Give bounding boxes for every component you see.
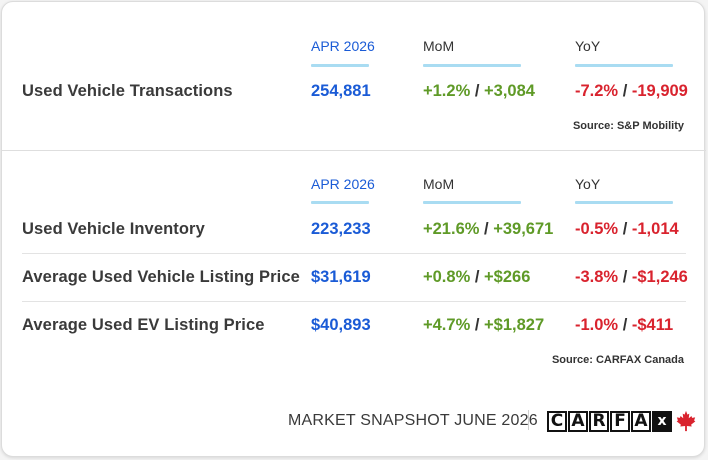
header-underline bbox=[311, 64, 369, 67]
row-mom: +0.8% / +$266 bbox=[423, 268, 530, 287]
mom-pct: +0.8% bbox=[423, 268, 471, 286]
yoy-pct: -0.5% bbox=[575, 220, 619, 238]
section-divider bbox=[2, 150, 706, 151]
header-mom: MoM bbox=[423, 176, 455, 192]
row-label-inventory: Used Vehicle Inventory bbox=[22, 220, 205, 238]
market-snapshot-title: MARKET SNAPSHOT JUNE 2026 bbox=[288, 412, 538, 429]
row-label-avg-listing-price: Average Used Vehicle Listing Price bbox=[22, 268, 300, 286]
yoy-abs: -$1,246 bbox=[631, 268, 688, 286]
header-period: APR 2026 bbox=[311, 38, 375, 54]
mom-abs: +39,671 bbox=[493, 220, 554, 238]
header-underline bbox=[423, 64, 521, 67]
row-value: $31,619 bbox=[311, 268, 371, 286]
yoy-pct: -3.8% bbox=[575, 268, 619, 286]
logo-letter: C bbox=[547, 410, 567, 432]
mom-pct: +1.2% bbox=[423, 82, 471, 100]
header-yoy: YoY bbox=[575, 38, 601, 54]
header-mom: MoM bbox=[423, 38, 455, 54]
row-yoy: -7.2% / -19,909 bbox=[575, 82, 688, 101]
separator: / bbox=[622, 220, 628, 238]
mom-abs: +$1,827 bbox=[484, 316, 545, 334]
footer-separator bbox=[528, 410, 529, 430]
row-yoy: -1.0% / -$411 bbox=[575, 316, 673, 335]
row-value: $40,893 bbox=[311, 316, 371, 334]
row-yoy: -3.8% / -$1,246 bbox=[575, 268, 688, 287]
logo-letter: A bbox=[631, 410, 651, 432]
row-mom: +4.7% / +$1,827 bbox=[423, 316, 544, 335]
row-label-avg-ev-listing-price: Average Used EV Listing Price bbox=[22, 316, 265, 334]
yoy-abs: -19,909 bbox=[631, 82, 688, 100]
header-yoy: YoY bbox=[575, 176, 601, 192]
row-value: 223,233 bbox=[311, 220, 371, 238]
source-sp-mobility: Source: S&P Mobility bbox=[572, 120, 684, 132]
header-underline bbox=[311, 201, 369, 204]
logo-letter: F bbox=[610, 410, 630, 432]
row-value: 254,881 bbox=[311, 82, 371, 100]
yoy-pct: -1.0% bbox=[575, 316, 619, 334]
mom-pct: +4.7% bbox=[423, 316, 471, 334]
header-underline bbox=[575, 64, 673, 67]
row-mom: +1.2% / +3,084 bbox=[423, 82, 535, 101]
separator: / bbox=[474, 82, 480, 100]
carfax-logo: C A R F A x bbox=[547, 410, 697, 432]
row-yoy: -0.5% / -1,014 bbox=[575, 220, 679, 239]
row-label-transactions: Used Vehicle Transactions bbox=[22, 82, 233, 100]
separator: / bbox=[622, 268, 628, 286]
separator: / bbox=[474, 316, 480, 334]
row-mom: +21.6% / +39,671 bbox=[423, 220, 553, 239]
maple-leaf-icon bbox=[676, 410, 696, 432]
header-underline bbox=[423, 201, 521, 204]
separator: / bbox=[474, 268, 480, 286]
separator: / bbox=[622, 316, 628, 334]
source-carfax-canada: Source: CARFAX Canada bbox=[551, 354, 684, 366]
row-divider bbox=[22, 301, 686, 302]
mom-abs: +$266 bbox=[484, 268, 531, 286]
separator: / bbox=[622, 82, 628, 100]
logo-letter: A bbox=[568, 410, 588, 432]
yoy-pct: -7.2% bbox=[575, 82, 619, 100]
header-underline bbox=[575, 201, 673, 204]
header-period: APR 2026 bbox=[311, 176, 375, 192]
yoy-abs: -1,014 bbox=[631, 220, 679, 238]
mom-abs: +3,084 bbox=[484, 82, 535, 100]
row-divider bbox=[22, 253, 686, 254]
separator: / bbox=[484, 220, 489, 238]
logo-letter: x bbox=[652, 410, 672, 432]
yoy-abs: -$411 bbox=[631, 316, 674, 334]
mom-pct: +21.6% bbox=[423, 220, 480, 238]
logo-letter: R bbox=[589, 410, 609, 432]
